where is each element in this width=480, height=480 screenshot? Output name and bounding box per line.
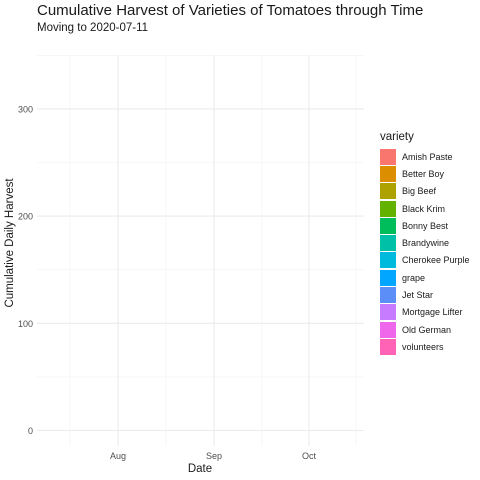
y-axis-title: Cumulative Daily Harvest: [4, 178, 16, 308]
x-axis-title: Date: [188, 463, 212, 475]
legend-label: Black Krim: [402, 203, 446, 214]
y-tick-label: 100: [18, 319, 33, 329]
legend-swatch: [380, 217, 396, 234]
legend-label: Cherokee Purple: [402, 255, 470, 266]
legend-items: Amish Paste Better Boy Big Beef Black Krim B…: [380, 148, 470, 356]
legend-item: Cherokee Purple: [380, 252, 470, 269]
legend-item: Big Beef: [380, 183, 470, 200]
y-tick-label: 200: [18, 212, 33, 222]
legend-swatch: [380, 165, 396, 182]
legend-item: Jet Star: [380, 286, 470, 304]
chart-subtitle: Moving to 2020-07-11: [37, 22, 149, 34]
legend-label: Amish Paste: [402, 151, 453, 162]
legend-label: grape: [402, 272, 426, 283]
legend-label: Big Beef: [402, 186, 437, 197]
legend-swatch: [380, 148, 396, 165]
legend-swatch: [380, 200, 396, 217]
legend-swatch: [380, 338, 396, 355]
legend-swatch: [380, 321, 396, 338]
legend-label: Jet Star: [402, 290, 434, 301]
x-tick-label: Sep: [206, 451, 222, 461]
legend-item: volunteers: [380, 338, 470, 355]
legend-swatch: [380, 252, 396, 269]
legend-swatch: [380, 304, 396, 321]
legend-swatch: [380, 235, 396, 252]
legend-label: Bonny Best: [402, 220, 449, 231]
legend-swatch: [380, 183, 396, 200]
legend-item: Black Krim: [380, 200, 470, 217]
legend-item: grape: [380, 269, 470, 286]
legend-label: volunteers: [402, 341, 444, 352]
legend-label: Old German: [402, 324, 452, 335]
legend-swatch: [380, 269, 396, 286]
legend: variety Amish Paste Better Boy Big Beef Bla…: [380, 131, 470, 356]
chart-title: Cumulative Harvest of Varieties of Tomat…: [37, 2, 424, 19]
legend-swatch: [380, 287, 396, 304]
x-tick-label: Oct: [302, 451, 317, 461]
legend-item: Bonny Best: [380, 217, 470, 234]
grid-layer: [37, 54, 364, 446]
legend-label: Better Boy: [402, 168, 445, 179]
x-tick-label: Aug: [110, 451, 126, 461]
legend-item: Better Boy: [380, 165, 470, 182]
axis-layer: 0 100 200 300 Aug Sep Oct Date Cumulative Daily …: [4, 104, 316, 475]
legend-title: variety: [380, 131, 414, 143]
legend-label: Brandywine: [402, 238, 450, 249]
legend-item: Mortgage Lifter: [380, 304, 470, 321]
legend-item: Brandywine: [380, 234, 470, 252]
y-tick-label: 300: [18, 104, 33, 114]
legend-item: Amish Paste: [380, 148, 470, 165]
legend-label: Mortgage Lifter: [402, 307, 463, 318]
y-tick-label: 0: [28, 426, 33, 436]
legend-item: Old German: [380, 321, 470, 338]
